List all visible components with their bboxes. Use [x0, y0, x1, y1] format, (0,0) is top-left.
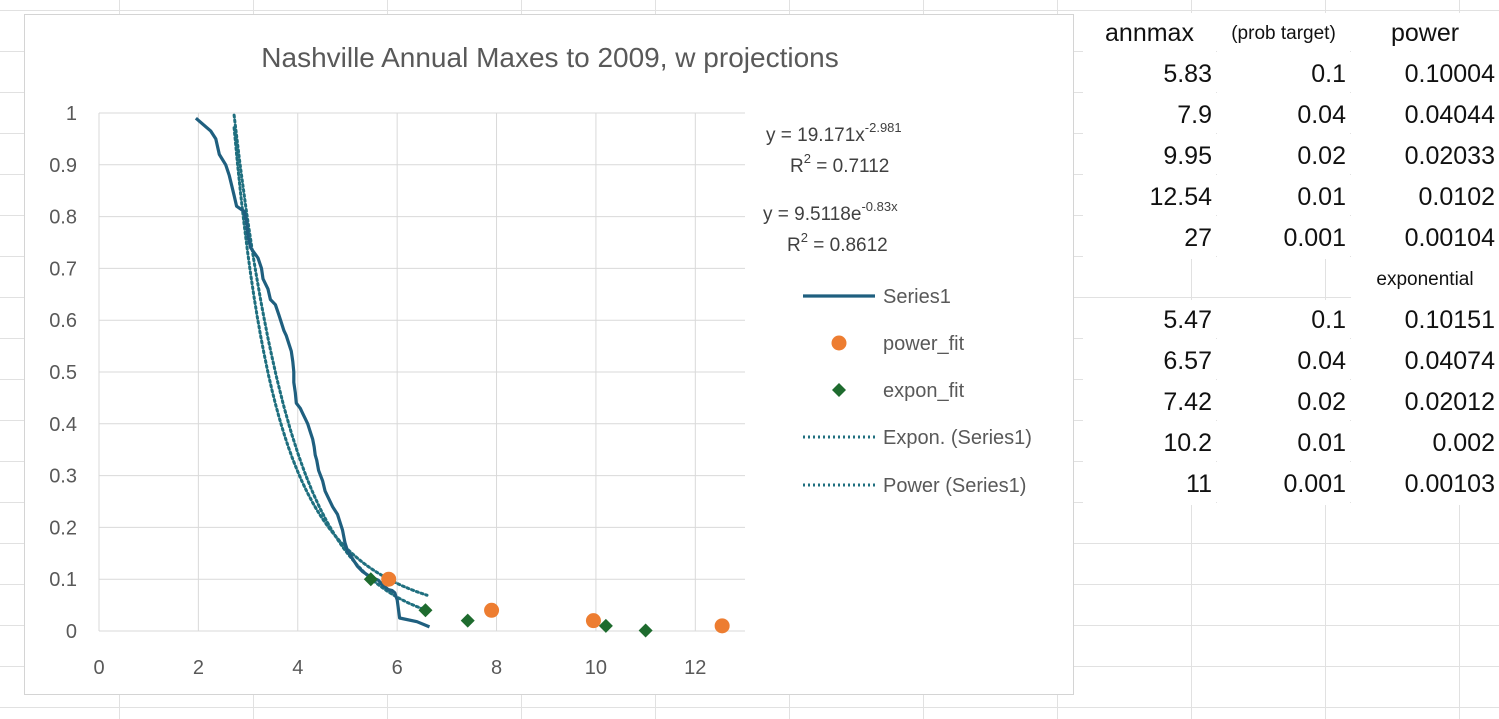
- power-fit-point: [381, 571, 397, 587]
- data-cell[interactable]: 0.04: [1217, 341, 1350, 382]
- data-cell[interactable]: 7.42: [1083, 382, 1216, 423]
- expon-fit-point: [418, 603, 433, 618]
- y-tick-label: 0.1: [49, 569, 77, 591]
- y-tick-label: 0.8: [49, 207, 77, 229]
- data-cell[interactable]: 0.04044: [1351, 95, 1499, 136]
- expon-trendline-r2: R2 = 0.8612: [787, 230, 888, 256]
- label-cell-exponential[interactable]: exponential: [1351, 259, 1499, 300]
- power-fit-point: [714, 618, 730, 634]
- expon-fit-point: [638, 623, 653, 638]
- expon-trendline: [232, 113, 429, 612]
- data-cell[interactable]: 7.9: [1083, 95, 1216, 136]
- data-cell[interactable]: 0.02033: [1351, 136, 1499, 177]
- data-cell[interactable]: 0.04074: [1351, 341, 1499, 382]
- x-tick-label: 12: [684, 657, 706, 679]
- data-cell[interactable]: 0.1: [1217, 300, 1350, 341]
- data-cell[interactable]: 0.02012: [1351, 382, 1499, 423]
- header-cell-annmax[interactable]: annmax: [1083, 13, 1216, 54]
- legend-expon-trend-label: Expon. (Series1): [883, 427, 1032, 449]
- data-cell[interactable]: 27: [1083, 218, 1216, 259]
- y-tick-label: 0.3: [49, 466, 77, 488]
- y-tick-label: 0: [66, 621, 77, 643]
- data-cell[interactable]: 5.83: [1083, 54, 1216, 95]
- data-cell[interactable]: 0.001: [1217, 218, 1350, 259]
- power-trendline-r2: R2 = 0.7112: [790, 151, 889, 177]
- power-trendline: [232, 126, 429, 597]
- power-trendline-equation: y = 19.171x-2.981: [766, 120, 902, 146]
- x-tick-label: 2: [193, 657, 204, 679]
- x-tick-label: 0: [93, 657, 104, 679]
- data-cell[interactable]: 0.10151: [1351, 300, 1499, 341]
- data-cell[interactable]: 5.47: [1083, 300, 1216, 341]
- x-tick-label: 6: [392, 657, 403, 679]
- y-tick-label: 1: [66, 103, 77, 125]
- data-cell[interactable]: 9.95: [1083, 136, 1216, 177]
- y-tick-label: 0.9: [49, 155, 77, 177]
- power-fit-point: [585, 613, 601, 629]
- header-cell-power[interactable]: power: [1351, 13, 1499, 54]
- data-cell[interactable]: 0.00103: [1351, 464, 1499, 505]
- y-tick-label: 0.7: [49, 258, 77, 280]
- data-cell[interactable]: 0.02: [1217, 136, 1350, 177]
- series1-line: [194, 116, 431, 629]
- chart-area[interactable]: Nashville Annual Maxes to 2009, w projec…: [24, 14, 1074, 695]
- x-tick-label: 8: [491, 657, 502, 679]
- data-cell[interactable]: 0.04: [1217, 95, 1350, 136]
- y-tick-label: 0.2: [49, 517, 77, 539]
- data-cell[interactable]: 0.01: [1217, 177, 1350, 218]
- data-cell[interactable]: 0.01: [1217, 423, 1350, 464]
- y-tick-label: 0.6: [49, 310, 77, 332]
- legend-power-fit-label: power_fit: [883, 333, 965, 355]
- chart-title: Nashville Annual Maxes to 2009, w projec…: [261, 42, 838, 73]
- legend-series1-label: Series1: [883, 286, 951, 308]
- chart-svg: Nashville Annual Maxes to 2009, w projec…: [49, 42, 1032, 679]
- spreadsheet-cells[interactable]: annmax (prob target) power 5.83 0.1 0.10004 7.…: [1083, 12, 1499, 512]
- data-cell[interactable]: 0.00104: [1351, 218, 1499, 259]
- expon-fit-point: [363, 572, 378, 587]
- data-cell[interactable]: 0.02: [1217, 382, 1350, 423]
- header-cell-prob-target[interactable]: (prob target): [1217, 13, 1350, 54]
- power-fit-point: [484, 602, 500, 618]
- data-cell[interactable]: 6.57: [1083, 341, 1216, 382]
- data-cell[interactable]: 0.1: [1217, 54, 1350, 95]
- data-cell[interactable]: 0.10004: [1351, 54, 1499, 95]
- data-cell[interactable]: 10.2: [1083, 423, 1216, 464]
- legend-expon-fit-label: expon_fit: [883, 380, 965, 402]
- data-cell[interactable]: 11: [1083, 464, 1216, 505]
- y-tick-label: 0.4: [49, 414, 77, 436]
- expon-fit-point: [460, 613, 475, 628]
- legend-power-fit-swatch: [831, 335, 847, 351]
- data-cell[interactable]: 0.0102: [1351, 177, 1499, 218]
- expon-fit-point: [598, 618, 613, 633]
- legend-expon-fit-swatch: [832, 383, 846, 397]
- data-cell[interactable]: 0.002: [1351, 423, 1499, 464]
- x-tick-label: 4: [292, 657, 303, 679]
- y-tick-label: 0.5: [49, 362, 77, 384]
- x-tick-label: 10: [585, 657, 607, 679]
- data-cell[interactable]: 0.001: [1217, 464, 1350, 505]
- expon-trendline-equation: y = 9.5118e-0.83x: [763, 199, 898, 225]
- legend-power-trend-label: Power (Series1): [883, 475, 1026, 497]
- data-cell[interactable]: 12.54: [1083, 177, 1216, 218]
